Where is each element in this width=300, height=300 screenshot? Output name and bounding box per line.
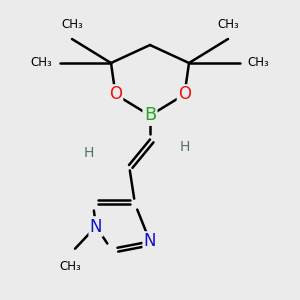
Text: B: B [144,106,156,124]
Text: H: H [179,140,190,154]
Text: N: N [144,232,156,250]
Text: H: H [83,146,94,160]
Text: CH₃: CH₃ [248,56,269,70]
Text: O: O [178,85,191,103]
Text: CH₃: CH₃ [61,19,83,32]
Text: CH₃: CH₃ [60,260,81,272]
Text: CH₃: CH₃ [217,19,239,32]
Text: CH₃: CH₃ [31,56,52,70]
Text: O: O [109,85,122,103]
Text: N: N [90,218,102,236]
